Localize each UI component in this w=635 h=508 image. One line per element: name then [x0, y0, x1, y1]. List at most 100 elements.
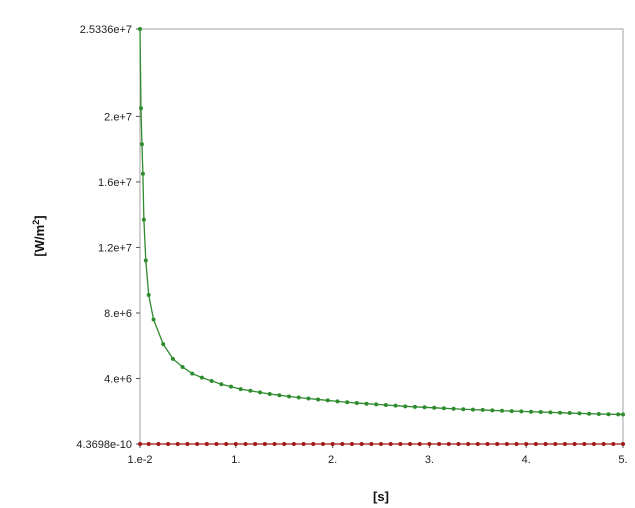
- x-tick-label: 5.: [618, 454, 627, 466]
- series-1-point: [364, 401, 369, 406]
- series-1-point: [538, 410, 543, 415]
- series-1-point: [548, 410, 553, 415]
- series-2-point: [466, 442, 471, 446]
- series-2-point: [224, 442, 229, 446]
- series-2-point: [485, 442, 490, 446]
- series-1-point: [219, 382, 224, 387]
- series-2-point: [562, 442, 567, 446]
- series-2-point: [320, 442, 325, 446]
- series-1-point: [558, 410, 563, 415]
- series-2-point: [533, 442, 538, 446]
- series-2-point: [204, 442, 209, 446]
- series-2-point: [572, 442, 577, 446]
- series-2-point: [446, 442, 451, 446]
- series-2-point: [427, 442, 432, 446]
- series-2-point: [504, 442, 509, 446]
- series-1-point: [161, 342, 166, 347]
- series-1-point: [616, 412, 621, 417]
- series-2-point: [156, 442, 161, 446]
- series-1-point: [606, 412, 611, 417]
- series-1-point: [490, 408, 495, 413]
- y-tick-label: 2.5336e+7: [80, 24, 132, 36]
- series-1-point: [383, 403, 388, 408]
- series-1-point: [529, 409, 534, 414]
- series-2-point: [185, 442, 190, 446]
- series-2-point: [456, 442, 461, 446]
- y-axis-title-main: [W/m: [32, 225, 47, 257]
- series-2-point: [514, 442, 519, 446]
- series-1-point: [519, 409, 524, 414]
- series-1-point: [374, 402, 379, 407]
- series-1-point: [277, 393, 282, 398]
- y-axis-ticks: 4.3698e-10 4.e+6 8.e+6 1.2e+7 1.6e+7 2.e+7 2.5…: [76, 24, 140, 451]
- series-1-point: [180, 365, 185, 370]
- series-2-point: [369, 442, 374, 446]
- series-2-point: [475, 442, 480, 446]
- y-tick-label: 4.3698e-10: [76, 439, 132, 451]
- y-tick-label: 8.e+6: [104, 308, 132, 320]
- series-1-point: [248, 388, 253, 393]
- series-1-point: [325, 398, 330, 403]
- series-1-point: [199, 375, 204, 380]
- series-layer: [138, 27, 625, 446]
- series-2-point: [166, 442, 171, 446]
- series-1-point: [287, 394, 292, 399]
- series-2-point: [611, 442, 616, 446]
- series-1-point: [138, 27, 142, 31]
- series-1-point: [345, 400, 350, 405]
- series-2-point: [437, 442, 442, 446]
- series-1-point: [335, 399, 340, 404]
- series-2-point: [340, 442, 345, 446]
- series-1-point: [480, 407, 485, 412]
- series-2-point: [146, 442, 151, 446]
- series-1-point: [451, 406, 456, 411]
- series-1-point: [587, 411, 592, 416]
- series-1-point: [258, 390, 263, 395]
- x-axis-title: [s]: [373, 489, 389, 504]
- series-2-point: [495, 442, 500, 446]
- y-tick-label: 1.6e+7: [98, 177, 132, 189]
- series-2-point: [301, 442, 306, 446]
- series-2-point: [214, 442, 219, 446]
- series-2-point: [282, 442, 287, 446]
- y-tick-label: 4.e+6: [104, 373, 132, 385]
- series-2-point: [262, 442, 267, 446]
- x-tick-label: 3.: [425, 454, 434, 466]
- series-1-point: [141, 217, 146, 222]
- series-1-point: [393, 403, 398, 408]
- y-axis-title: [W/m2]: [31, 215, 47, 256]
- series-2-point: [243, 442, 248, 446]
- series-2-point: [601, 442, 606, 446]
- y-axis-title-superscript: 2: [31, 220, 41, 225]
- y-tick-label: 1.2e+7: [98, 242, 132, 254]
- series-1-point: [138, 106, 143, 111]
- series-1-point: [577, 411, 582, 416]
- x-tick-label: 4.: [522, 454, 531, 466]
- series-2-point: [388, 442, 393, 446]
- series-2-point: [398, 442, 403, 446]
- series-2-point: [582, 442, 587, 446]
- series-1-point: [403, 404, 408, 409]
- series-1-point: [170, 356, 175, 361]
- series-1-point: [140, 171, 145, 176]
- series-2-point: [349, 442, 354, 446]
- series-1-point: [354, 401, 359, 406]
- series-1-point: [596, 412, 601, 417]
- series-2-point: [272, 442, 277, 446]
- series-2-point: [253, 442, 258, 446]
- series-2-point: [311, 442, 316, 446]
- plot-frame: [139, 28, 624, 445]
- series-1-point: [461, 407, 466, 412]
- series-1-point: [267, 392, 272, 397]
- series-1-point: [296, 395, 301, 400]
- series-2-point: [591, 442, 596, 446]
- series-1-point: [621, 412, 625, 417]
- series-1-point: [316, 397, 321, 402]
- series-1-point: [238, 387, 243, 392]
- series-2-point: [379, 442, 384, 446]
- series-1-point: [422, 405, 427, 410]
- x-tick-label: 1.: [231, 454, 240, 466]
- series-1-point: [412, 404, 417, 409]
- series-1-point: [500, 408, 505, 413]
- series-2-point: [553, 442, 558, 446]
